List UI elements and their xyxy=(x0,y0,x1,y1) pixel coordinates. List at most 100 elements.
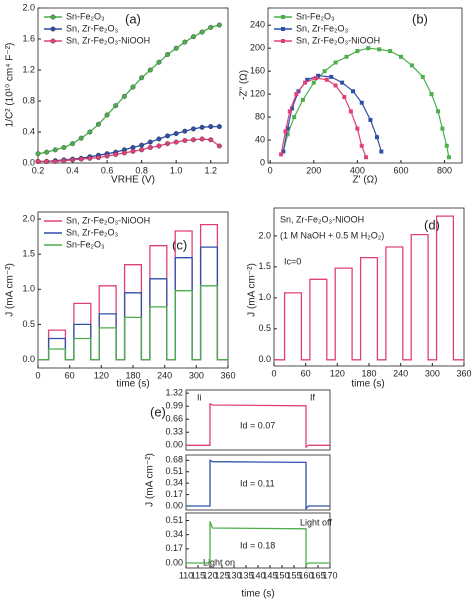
y-tick-label: 0.66 xyxy=(165,414,183,424)
marker xyxy=(333,83,338,88)
panel-label: (a) xyxy=(125,11,141,26)
x-tick-label: 140 xyxy=(250,570,265,580)
x-tick-label: 0.4 xyxy=(66,165,79,175)
marker xyxy=(303,80,308,85)
marker xyxy=(70,157,76,163)
y-tick-label: 0.33 xyxy=(165,427,183,437)
legend-label: Sn, Zr-Fe₂O₃ xyxy=(66,23,118,33)
marker xyxy=(147,139,153,145)
marker xyxy=(429,92,434,97)
marker xyxy=(409,63,414,68)
panel-label: (b) xyxy=(412,11,428,26)
marker xyxy=(348,109,353,114)
x-tick-label: 160 xyxy=(298,570,313,580)
annotation: (1 M NaOH + 0.5 M H₂O₂) xyxy=(280,230,384,240)
marker xyxy=(287,109,292,114)
marker xyxy=(165,133,171,139)
x-axis-label: Z' (Ω) xyxy=(353,175,378,186)
y-tick-label: 200 xyxy=(250,43,265,53)
marker xyxy=(139,147,145,153)
marker xyxy=(173,139,179,145)
marker xyxy=(355,49,360,54)
legend-label: Sn, Zr-Fe₂O₃ xyxy=(66,227,118,237)
series-line xyxy=(186,521,330,566)
marker xyxy=(95,121,101,127)
y-tick-label: 0.51 xyxy=(165,515,183,525)
marker xyxy=(130,84,136,90)
marker xyxy=(35,151,41,157)
y-tick-label: 1.0 xyxy=(258,292,271,302)
y-axis-label: 1/C² (10¹⁰ cm⁴ F⁻²) xyxy=(5,43,16,128)
legend-label: Sn-Fe₂O₃ xyxy=(296,11,335,21)
marker xyxy=(182,138,188,144)
marker xyxy=(156,59,162,65)
x-tick-label: 240 xyxy=(393,368,408,378)
marker xyxy=(147,67,153,73)
series-line xyxy=(38,246,228,361)
marker xyxy=(289,106,294,111)
x-tick-label: 150 xyxy=(274,570,289,580)
marker xyxy=(283,129,288,134)
x-tick-label: 180 xyxy=(125,370,140,380)
y-axis-label: J (mA cm⁻²) xyxy=(5,263,16,317)
y-tick-label: 0.17 xyxy=(165,543,183,553)
marker xyxy=(50,26,56,32)
x-tick-label: 0.6 xyxy=(101,165,114,175)
marker xyxy=(95,155,101,161)
marker xyxy=(130,148,136,154)
annotation: Light on xyxy=(203,557,235,567)
y-tick-label: 160 xyxy=(250,66,265,76)
y-tick-label: 0.0 xyxy=(258,354,271,364)
series-line xyxy=(186,459,330,511)
marker xyxy=(388,49,393,54)
y-tick-label: 0.34 xyxy=(165,529,183,539)
legend-label: Sn, Zr-Fe₂O₃-NiOOH xyxy=(296,35,380,45)
marker xyxy=(113,151,119,157)
y-axis-label: -Z'' (Ω) xyxy=(239,70,250,100)
y-tick-label: 0.4 xyxy=(22,126,35,136)
series-line xyxy=(282,47,450,158)
marker xyxy=(374,135,379,140)
marker xyxy=(44,149,50,155)
marker xyxy=(61,158,67,164)
y-tick-label: 0.00 xyxy=(165,440,183,450)
marker xyxy=(190,34,196,40)
y-tick-label: 0.00 xyxy=(165,500,183,510)
marker xyxy=(359,100,364,105)
marker xyxy=(305,77,310,82)
y-tick-label: 0.0 xyxy=(22,157,35,167)
plot-frame xyxy=(37,7,229,164)
marker xyxy=(313,76,318,81)
y-tick-label: 2.0 xyxy=(22,2,35,12)
x-tick-label: 120 xyxy=(94,370,109,380)
x-tick-label: 125 xyxy=(214,570,229,580)
series-line xyxy=(37,24,220,155)
marker xyxy=(70,141,76,147)
x-tick-label: 60 xyxy=(301,368,311,378)
series-line xyxy=(38,125,220,163)
marker xyxy=(340,80,345,85)
marker xyxy=(50,38,56,44)
marker xyxy=(420,74,425,79)
marker xyxy=(300,97,305,102)
x-tick-label: 300 xyxy=(425,368,440,378)
marker xyxy=(35,158,41,164)
marker xyxy=(139,75,145,81)
legend-label: Sn-Fe₂O₃ xyxy=(66,239,105,249)
marker xyxy=(173,45,179,51)
marker xyxy=(165,141,171,147)
y-tick-label: 0.5 xyxy=(22,319,35,329)
y-tick-label: 0.99 xyxy=(165,401,183,411)
marker xyxy=(208,137,214,143)
plot-frame xyxy=(185,389,331,451)
plot-frame xyxy=(185,454,331,511)
marker xyxy=(190,137,196,143)
marker xyxy=(173,131,179,137)
marker xyxy=(87,129,93,135)
marker xyxy=(285,132,290,137)
marker xyxy=(281,27,285,31)
x-tick-label: 400 xyxy=(350,165,365,175)
marker xyxy=(113,103,119,109)
marker xyxy=(351,89,356,94)
y-tick-label: 1.5 xyxy=(22,249,35,259)
